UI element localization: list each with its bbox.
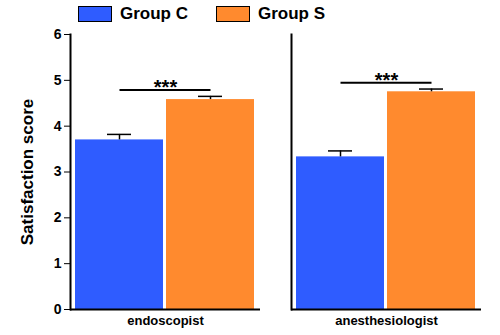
html-text:Group S: Group S — [258, 4, 326, 23]
svg-text:0: 0 — [54, 301, 62, 317]
svg-text:endoscopist: endoscopist — [127, 313, 204, 328]
svg-text:6: 6 — [54, 28, 62, 42]
svg-text:2: 2 — [54, 209, 62, 225]
svg-text:5: 5 — [54, 72, 62, 88]
svg-text:4: 4 — [54, 118, 62, 134]
svg-text:1: 1 — [54, 255, 62, 271]
svg-text:***: *** — [375, 69, 399, 91]
html-text:Group C: Group C — [120, 4, 188, 23]
svg-text:3: 3 — [54, 163, 62, 179]
svg-text:***: *** — [154, 76, 178, 98]
svg-text:Satisfaction score: Satisfaction score — [18, 99, 37, 245]
svg-text:anesthesiologist: anesthesiologist — [335, 313, 438, 328]
